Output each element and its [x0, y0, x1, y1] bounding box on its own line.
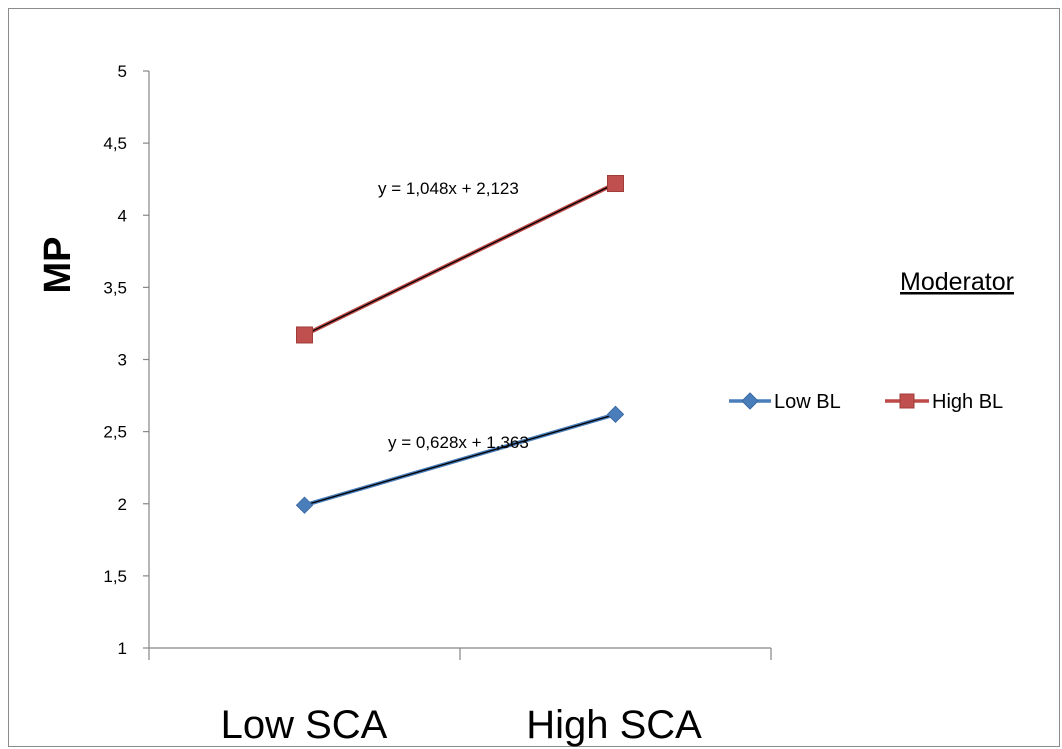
y-tick-label: 2: [118, 495, 127, 514]
category-label-low-sca: Low SCA: [221, 703, 388, 747]
trendline: [304, 413, 616, 506]
legend: Low BL High BL: [729, 391, 1003, 413]
y-tick-label: 3,5: [103, 278, 127, 297]
series-layer: [295, 175, 625, 514]
y-axis-title: MP: [37, 237, 79, 294]
category-label-high-sca: High SCA: [526, 703, 702, 747]
data-point-square: [296, 326, 313, 344]
y-ticks: 1 1,5 2 2,5 3 3,5 4 4,5 5: [103, 62, 149, 658]
legend-title: Moderator: [900, 268, 1014, 296]
y-tick-label: 1: [118, 639, 127, 658]
legend-label-high-bl: High BL: [932, 391, 1003, 413]
legend-marker-diamond-icon: [741, 392, 759, 410]
data-point-diamond: [295, 496, 314, 514]
series-high-bl: [296, 175, 624, 344]
y-tick-label: 3: [118, 351, 127, 370]
y-tick-label: 4,5: [103, 134, 127, 153]
trendline-equation-high-bl: y = 1,048x + 2,123: [378, 179, 519, 198]
legend-item-high-bl: High BL: [885, 391, 1003, 413]
legend-label-low-bl: Low BL: [774, 391, 841, 413]
series-low-bl: [295, 405, 625, 514]
chart-frame: [8, 8, 1060, 747]
trendline-equation-low-bl: y = 0,628x + 1,363: [388, 433, 529, 452]
y-tick-label: 1,5: [103, 567, 127, 586]
y-tick-label: 5: [118, 62, 127, 81]
legend-marker-square-icon: [899, 393, 915, 409]
data-point-square: [607, 175, 624, 193]
x-ticks: [148, 648, 772, 660]
data-point-diamond: [606, 405, 625, 424]
trendline: [304, 182, 616, 336]
y-tick-label: 4: [118, 206, 127, 225]
legend-item-low-bl: Low BL: [729, 391, 841, 413]
y-tick-label: 2,5: [103, 423, 127, 442]
